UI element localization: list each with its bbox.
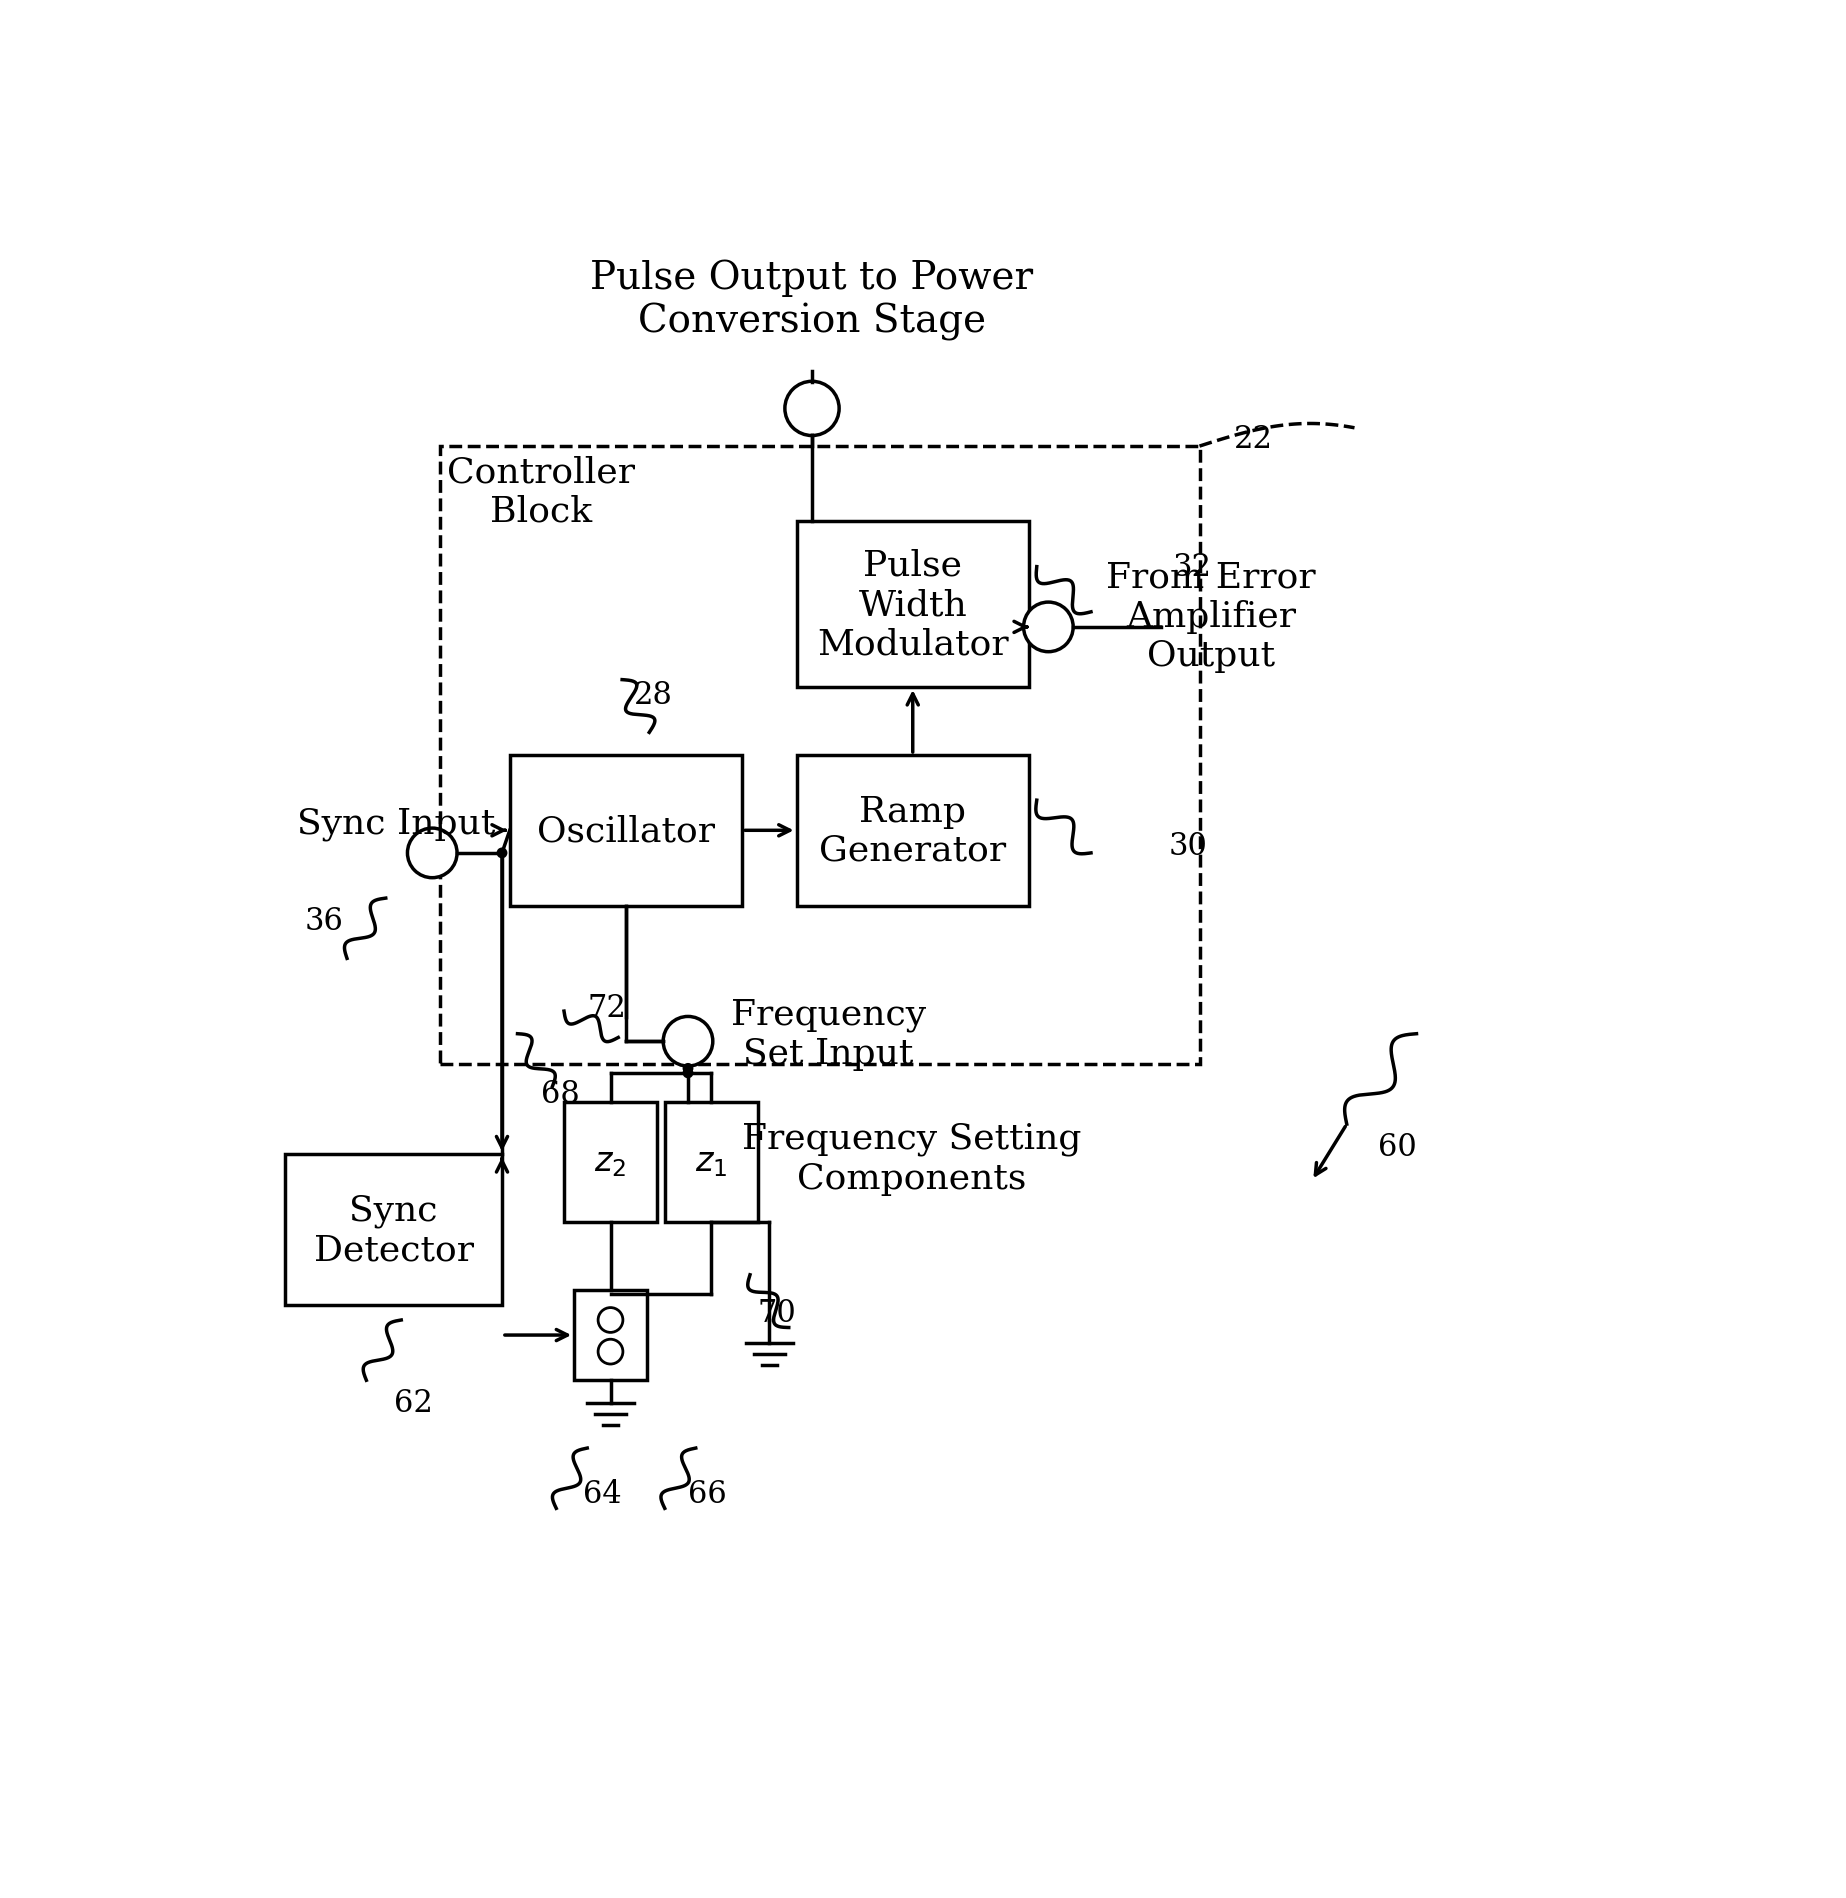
Bar: [665, 1103, 757, 1222]
Text: Sync Input: Sync Input: [297, 807, 495, 841]
Circle shape: [683, 1063, 694, 1074]
Bar: [565, 1103, 657, 1222]
Text: 72: 72: [587, 993, 626, 1023]
Text: Oscillator: Oscillator: [537, 814, 714, 848]
Text: Sync
Detector: Sync Detector: [314, 1194, 474, 1266]
Bar: [509, 755, 742, 905]
Text: Pulse
Width
Modulator: Pulse Width Modulator: [818, 549, 1008, 661]
Bar: [284, 1154, 502, 1306]
Text: 70: 70: [757, 1296, 796, 1329]
Text: Frequency
Set Input: Frequency Set Input: [731, 998, 925, 1070]
Text: 66: 66: [689, 1479, 727, 1509]
Text: $z_2$: $z_2$: [594, 1146, 626, 1179]
Circle shape: [408, 829, 458, 879]
Text: Controller
Block: Controller Block: [447, 456, 635, 530]
Bar: [439, 446, 1200, 1065]
Text: Ramp
Generator: Ramp Generator: [820, 793, 1006, 867]
Text: Pulse Output to Power
Conversion Stage: Pulse Output to Power Conversion Stage: [591, 260, 1034, 342]
Text: 28: 28: [633, 679, 672, 712]
Circle shape: [598, 1308, 622, 1332]
Text: 22: 22: [1235, 423, 1274, 456]
Text: $z_1$: $z_1$: [696, 1146, 727, 1179]
Text: 32: 32: [1172, 552, 1211, 583]
Text: 68: 68: [541, 1078, 580, 1110]
Circle shape: [683, 1069, 694, 1078]
Text: From Error
Amplifier
Output: From Error Amplifier Output: [1106, 560, 1316, 672]
Text: 60: 60: [1377, 1131, 1416, 1163]
Circle shape: [663, 1017, 713, 1067]
Text: Frequency Setting
Components: Frequency Setting Components: [742, 1122, 1082, 1196]
Bar: [796, 755, 1028, 905]
Text: 36: 36: [305, 905, 343, 938]
Circle shape: [598, 1340, 622, 1365]
Bar: [796, 522, 1028, 687]
Bar: [574, 1291, 648, 1380]
Text: 64: 64: [583, 1479, 622, 1509]
Circle shape: [785, 381, 840, 437]
Circle shape: [1023, 604, 1073, 653]
Text: 30: 30: [1169, 831, 1207, 862]
Text: 62: 62: [393, 1387, 432, 1418]
Circle shape: [497, 848, 508, 860]
